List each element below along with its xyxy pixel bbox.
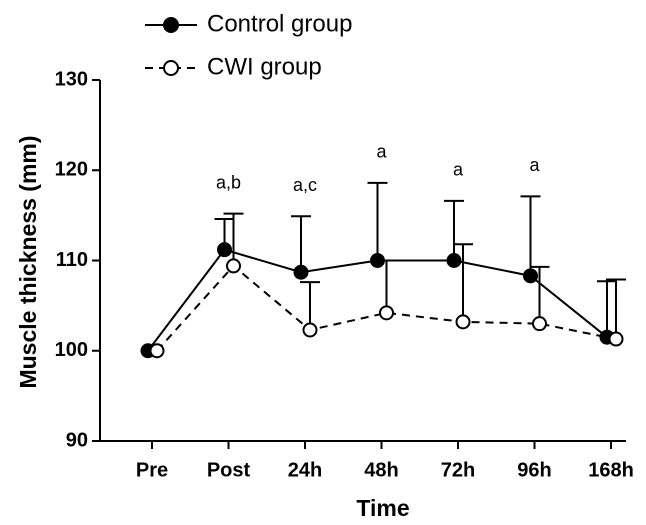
error-bar xyxy=(529,265,550,324)
point xyxy=(532,316,547,332)
x-tick-label: Pre xyxy=(136,459,168,481)
error-bar xyxy=(444,199,464,261)
point xyxy=(455,314,471,330)
y-tick-label: 90 xyxy=(66,429,88,451)
legend-label: Control group xyxy=(207,10,352,37)
error-bar xyxy=(367,181,388,261)
y-tick-label: 110 xyxy=(56,249,88,271)
y-tick-label: 120 xyxy=(55,159,88,181)
point xyxy=(302,322,318,338)
point xyxy=(217,242,232,258)
point xyxy=(149,343,165,359)
x-tick-label: 168h xyxy=(588,459,634,481)
y-tick-label: 130 xyxy=(55,68,88,90)
error-bar xyxy=(606,278,626,340)
error-bar xyxy=(291,215,311,273)
annotation: a,c xyxy=(293,175,317,195)
error-bar xyxy=(300,281,320,330)
annotation: a,b xyxy=(216,172,241,192)
annotation: a xyxy=(376,142,387,162)
annotation: a xyxy=(453,160,464,180)
y-tick-label: 100 xyxy=(55,339,88,361)
legend-marker xyxy=(163,60,179,76)
point xyxy=(379,305,394,321)
error-bar xyxy=(453,243,473,322)
point xyxy=(293,264,309,280)
x-tick-label: 96h xyxy=(517,459,551,481)
x-tick-label: Post xyxy=(207,459,251,481)
point xyxy=(608,331,624,347)
annotation: a xyxy=(529,155,540,175)
x-tick-label: 24h xyxy=(288,459,322,481)
legend-marker xyxy=(163,17,179,33)
point xyxy=(226,258,241,274)
legend-label: CWI group xyxy=(207,53,322,80)
x-tick-label: 72h xyxy=(441,459,475,481)
x-axis-label: Time xyxy=(356,495,409,521)
x-tick-label: 48h xyxy=(364,459,398,481)
error-bar xyxy=(597,280,617,338)
point xyxy=(523,268,538,284)
point xyxy=(446,253,462,268)
error-bar xyxy=(520,195,541,276)
error-bar xyxy=(376,259,397,313)
y-axis-label: Muscle thickness (mm) xyxy=(15,135,41,388)
error-bar xyxy=(223,212,244,266)
